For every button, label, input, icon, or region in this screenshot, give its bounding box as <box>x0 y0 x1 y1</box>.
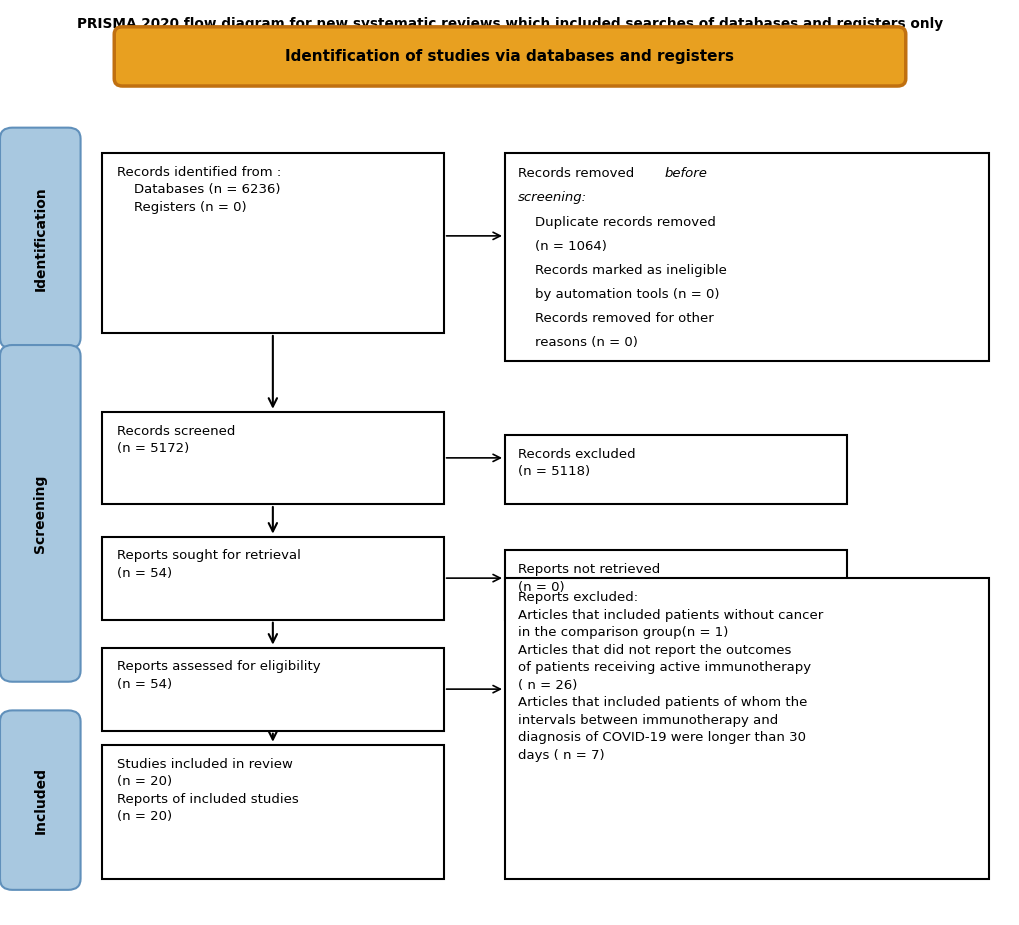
FancyBboxPatch shape <box>0 710 81 890</box>
FancyBboxPatch shape <box>504 550 846 620</box>
Text: Reports assessed for eligibility
(n = 54): Reports assessed for eligibility (n = 54… <box>117 660 321 691</box>
Text: by automation tools (n = 0): by automation tools (n = 0) <box>518 288 719 301</box>
FancyBboxPatch shape <box>102 412 443 504</box>
Text: screening:: screening: <box>518 191 587 204</box>
FancyBboxPatch shape <box>0 345 81 682</box>
Text: reasons (n = 0): reasons (n = 0) <box>518 336 638 349</box>
Text: Reports excluded:
Articles that included patients without cancer
in the comparis: Reports excluded: Articles that included… <box>518 591 822 761</box>
FancyBboxPatch shape <box>0 128 81 349</box>
FancyBboxPatch shape <box>102 745 443 879</box>
Text: PRISMA 2020 flow diagram for new systematic reviews which included searches of d: PRISMA 2020 flow diagram for new systema… <box>76 17 943 31</box>
Text: Reports not retrieved
(n = 0): Reports not retrieved (n = 0) <box>518 563 659 594</box>
Text: Studies included in review
(n = 20)
Reports of included studies
(n = 20): Studies included in review (n = 20) Repo… <box>117 758 299 823</box>
Text: Identification of studies via databases and registers: Identification of studies via databases … <box>285 49 734 64</box>
FancyBboxPatch shape <box>114 27 905 86</box>
Text: Identification: Identification <box>34 186 47 290</box>
Text: Records marked as ineligible: Records marked as ineligible <box>518 264 727 277</box>
Text: Records excluded
(n = 5118): Records excluded (n = 5118) <box>518 448 635 478</box>
Text: Screening: Screening <box>34 475 47 552</box>
FancyBboxPatch shape <box>102 648 443 731</box>
Text: before: before <box>663 167 706 180</box>
Text: Records screened
(n = 5172): Records screened (n = 5172) <box>117 425 235 455</box>
Text: Reports sought for retrieval
(n = 54): Reports sought for retrieval (n = 54) <box>117 549 301 580</box>
FancyBboxPatch shape <box>102 536 443 620</box>
FancyBboxPatch shape <box>504 578 988 879</box>
Text: Records removed: Records removed <box>518 167 638 180</box>
Text: Records removed for other: Records removed for other <box>518 312 713 325</box>
Text: Included: Included <box>34 767 47 833</box>
Text: Duplicate records removed: Duplicate records removed <box>518 216 715 228</box>
Text: (n = 1064): (n = 1064) <box>518 240 606 253</box>
FancyBboxPatch shape <box>504 435 846 504</box>
FancyBboxPatch shape <box>102 153 443 333</box>
Text: Records identified from :
    Databases (n = 6236)
    Registers (n = 0): Records identified from : Databases (n =… <box>117 166 281 214</box>
FancyBboxPatch shape <box>504 153 988 361</box>
